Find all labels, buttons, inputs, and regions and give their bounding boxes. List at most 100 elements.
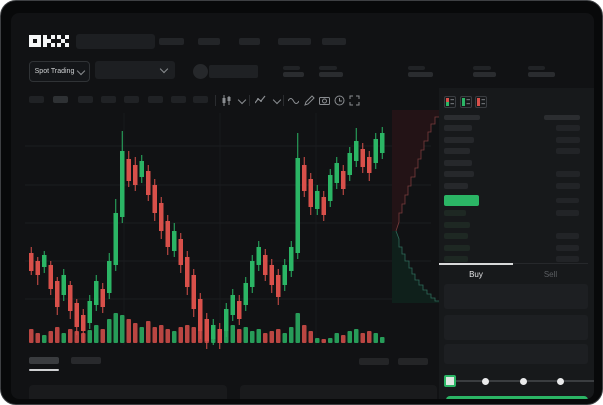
volume-bar bbox=[341, 335, 346, 343]
timeframe-button-3[interactable] bbox=[78, 96, 93, 103]
book-view-all-icon[interactable] bbox=[444, 96, 456, 108]
ask-amount-bar bbox=[556, 182, 580, 189]
bid-price-bar bbox=[444, 233, 468, 239]
candle-body bbox=[178, 239, 183, 265]
candle-body bbox=[87, 301, 92, 323]
slider-stop-50[interactable] bbox=[519, 377, 527, 385]
toolbar-divider bbox=[215, 95, 216, 106]
orders-tab-1[interactable] bbox=[29, 357, 59, 364]
nav-item-2[interactable] bbox=[198, 38, 220, 45]
volume-bar bbox=[230, 325, 235, 343]
orders-tab-2[interactable] bbox=[71, 357, 101, 364]
candle-style-icon[interactable] bbox=[221, 95, 232, 106]
bid-amount-bar bbox=[556, 256, 579, 262]
pair-select[interactable] bbox=[95, 61, 175, 79]
candle-body bbox=[159, 203, 164, 231]
history-icon[interactable] bbox=[334, 95, 345, 106]
timeframe-button-8[interactable] bbox=[193, 96, 208, 103]
candle-body bbox=[113, 213, 118, 265]
slider-stop-75[interactable] bbox=[557, 377, 564, 385]
volume-bar bbox=[328, 338, 333, 343]
stat-value-2 bbox=[319, 72, 343, 77]
candle-body bbox=[74, 303, 79, 327]
draw-tool-icon[interactable] bbox=[304, 95, 315, 106]
candle-body bbox=[126, 159, 131, 181]
bid-price-bar bbox=[444, 244, 470, 251]
volume-bar bbox=[159, 325, 164, 343]
last-price-badge[interactable] bbox=[444, 195, 479, 206]
nav-item-1[interactable] bbox=[159, 38, 184, 45]
candle-body bbox=[68, 285, 73, 311]
timeframe-button-6[interactable] bbox=[148, 96, 163, 103]
candle-body bbox=[165, 221, 170, 247]
nav-item-5[interactable] bbox=[322, 38, 346, 45]
search-input[interactable] bbox=[76, 34, 155, 49]
candle-body bbox=[198, 299, 203, 331]
candle-body bbox=[289, 247, 294, 271]
candle-body bbox=[48, 265, 53, 289]
volume-bar bbox=[243, 327, 248, 343]
ask-price-bar bbox=[444, 125, 472, 131]
bid-price-bar bbox=[444, 210, 466, 216]
fullscreen-icon[interactable] bbox=[349, 95, 360, 106]
tab-sell[interactable]: Sell bbox=[513, 263, 588, 283]
candle-body bbox=[269, 265, 274, 285]
candle-body bbox=[94, 281, 99, 305]
candle-body bbox=[250, 261, 255, 287]
indicators-icon[interactable] bbox=[255, 95, 266, 106]
timeframe-button-7[interactable] bbox=[171, 96, 186, 103]
book-header-amount bbox=[544, 115, 580, 120]
nav-item-4[interactable] bbox=[278, 38, 311, 45]
price-field[interactable] bbox=[444, 284, 588, 309]
total-field[interactable] bbox=[444, 344, 588, 364]
volume-bar bbox=[367, 331, 372, 343]
orders-action-1[interactable] bbox=[359, 358, 389, 365]
orders-tab-underline bbox=[29, 369, 59, 371]
chevron-down-icon bbox=[159, 64, 169, 74]
candle-body bbox=[61, 275, 66, 295]
nav-item-3[interactable] bbox=[239, 38, 260, 45]
candle-body bbox=[35, 261, 40, 275]
candle-body bbox=[276, 275, 281, 297]
ask-price-bar bbox=[444, 159, 472, 166]
volume-bar bbox=[107, 319, 112, 343]
volume-bar bbox=[380, 337, 385, 343]
candle-body bbox=[295, 158, 300, 253]
timeframe-button-1[interactable] bbox=[29, 96, 44, 103]
chevron-down-icon[interactable] bbox=[272, 95, 282, 105]
coin-avatar[interactable] bbox=[193, 64, 208, 79]
history-panel bbox=[240, 385, 437, 399]
amount-slider[interactable] bbox=[444, 375, 594, 387]
volume-bar bbox=[81, 333, 86, 343]
timeframe-button-5[interactable] bbox=[124, 96, 139, 103]
spot-trading-dropdown[interactable]: Spot Trading bbox=[29, 61, 90, 82]
slider-handle[interactable] bbox=[444, 375, 456, 387]
line-tool-icon[interactable] bbox=[288, 95, 299, 106]
amount-field[interactable] bbox=[444, 315, 588, 340]
candle-body bbox=[347, 153, 352, 175]
depth-bid-line bbox=[395, 230, 439, 302]
volume-bar bbox=[211, 333, 216, 343]
screenshot-icon[interactable] bbox=[319, 95, 330, 106]
candle-body bbox=[55, 281, 60, 307]
volume-bar bbox=[29, 329, 34, 343]
volume-bar bbox=[295, 313, 300, 343]
ask-amount-bar bbox=[556, 148, 580, 154]
orders-action-2[interactable] bbox=[398, 358, 428, 365]
chevron-down-icon[interactable] bbox=[237, 95, 247, 105]
book-view-asks-icon[interactable] bbox=[475, 96, 487, 108]
slider-stop-25[interactable] bbox=[482, 377, 489, 385]
stat-label-3 bbox=[408, 66, 425, 70]
tab-buy[interactable]: Buy bbox=[439, 263, 513, 283]
candle-body bbox=[152, 185, 157, 213]
toolbar-divider bbox=[283, 95, 284, 106]
volume-bar bbox=[224, 327, 229, 343]
pair-name-button[interactable] bbox=[209, 65, 258, 78]
timeframe-button-4[interactable] bbox=[101, 96, 116, 103]
volume-bar bbox=[120, 315, 125, 343]
book-view-bids-icon[interactable] bbox=[460, 96, 472, 108]
volume-bar bbox=[152, 327, 157, 343]
buy-submit-button[interactable] bbox=[446, 396, 588, 399]
timeframe-button-2[interactable] bbox=[53, 96, 68, 103]
trade-tabs-divider bbox=[439, 263, 588, 264]
